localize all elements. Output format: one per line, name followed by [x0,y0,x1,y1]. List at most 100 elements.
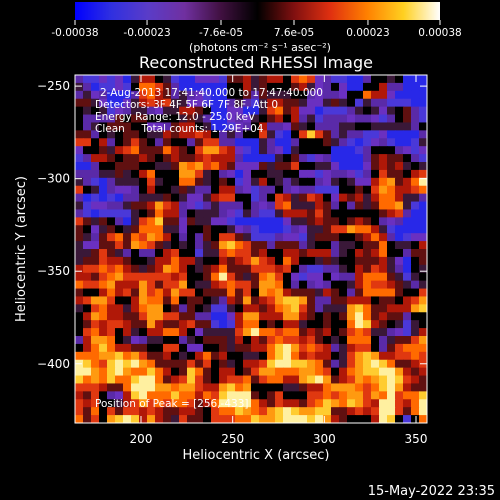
heatmap-cell [363,288,372,298]
heatmap-cell [211,391,220,400]
heatmap-cell [299,256,308,266]
heatmap-cell [91,415,100,423]
heatmap-cell [115,114,124,124]
heatmap-cell [291,272,300,282]
heatmap-cell [139,375,148,385]
heatmap-cell [371,272,380,282]
heatmap-cell [259,169,268,179]
heatmap-cell [123,359,132,369]
heatmap-cell [259,138,268,147]
heatmap-cell [99,343,108,353]
heatmap-cell [83,90,92,100]
heatmap-cell [187,241,196,250]
heatmap-cell [379,256,388,266]
heatmap-cell [355,304,364,313]
heatmap-cell [147,312,156,321]
heatmap-cell [171,138,180,147]
heatmap-cell [99,106,108,116]
heatmap-cell [403,82,412,92]
heatmap-cell [339,264,348,274]
heatmap-cell [291,415,300,423]
heatmap-cell [195,304,204,313]
heatmap-cell [195,391,204,400]
heatmap-cell [259,233,268,242]
heatmap-cell [243,122,252,131]
heatmap-cell [115,320,124,329]
heatmap-cell [227,407,236,416]
heatmap-cell [131,130,140,139]
heatmap-cell [203,106,212,116]
heatmap-cell [139,225,148,234]
heatmap-cell [251,375,260,385]
heatmap-cell [187,169,196,179]
heatmap-cell [131,217,140,226]
heatmap-cell [395,217,404,226]
heatmap-cell [195,201,204,211]
heatmap-cell [387,90,396,100]
heatmap-cell [259,75,268,84]
heatmap-cell [243,241,252,250]
heatmap-cell [227,225,236,234]
heatmap-cell [171,407,180,416]
heatmap-cell [347,185,356,195]
heatmap-cell [291,75,300,84]
heatmap-cell [235,169,244,179]
heatmap-cell [403,375,412,385]
heatmap-cell [323,98,332,108]
heatmap-cell [379,201,388,211]
heatmap-cell [155,288,164,298]
heatmap-cell [155,280,164,290]
heatmap-cell [219,264,228,274]
heatmap-cell [123,407,132,416]
heatmap-cell [307,209,316,218]
heatmap-cell [83,336,92,345]
heatmap-cell [299,209,308,218]
heatmap-cell [83,225,92,234]
heatmap-cell [347,209,356,218]
heatmap-cell [267,304,276,313]
heatmap-cell [339,304,348,313]
heatmap-cell [331,343,340,353]
heatmap-cell [251,359,260,369]
heatmap-cell [163,383,172,392]
heatmap-cell [411,249,420,258]
heatmap-cell [187,138,196,147]
heatmap-cell [227,201,236,211]
heatmap-cell [331,82,340,92]
heatmap-cell [171,328,180,337]
heatmap-cell [139,256,148,266]
heatmap-cell [267,264,276,274]
heatmap-cell [355,138,364,147]
heatmap-cell [411,272,420,282]
heatmap-cell [299,375,308,385]
heatmap-cell [419,399,427,408]
heatmap-cell [163,359,172,369]
heatmap-cell [203,264,212,274]
heatmap-cell [219,415,228,423]
heatmap-cell [371,193,380,203]
heatmap-cell [291,225,300,234]
heatmap-cell [187,407,196,416]
heatmap-cell [147,82,156,92]
heatmap-cell [307,280,316,290]
heatmap-cell [227,241,236,250]
heatmap-cell [347,90,356,100]
heatmap-cell [347,280,356,290]
heatmap-cell [307,312,316,321]
heatmap-cell [243,296,252,305]
heatmap-cell [379,177,388,187]
heatmap-cell [347,98,356,108]
heatmap-cell [275,320,284,329]
heatmap-cell [395,320,404,329]
heatmap-cell [115,122,124,131]
heatmap-cell [227,106,236,116]
heatmap-cell [179,256,188,266]
heatmap-cell [331,75,340,84]
heatmap-cell [379,225,388,234]
heatmap-cell [187,130,196,139]
heatmap-cell [315,359,324,369]
heatmap-cell [203,272,212,282]
heatmap-cell [163,130,172,139]
heatmap-cell [75,367,84,377]
heatmap-cell [323,383,332,392]
